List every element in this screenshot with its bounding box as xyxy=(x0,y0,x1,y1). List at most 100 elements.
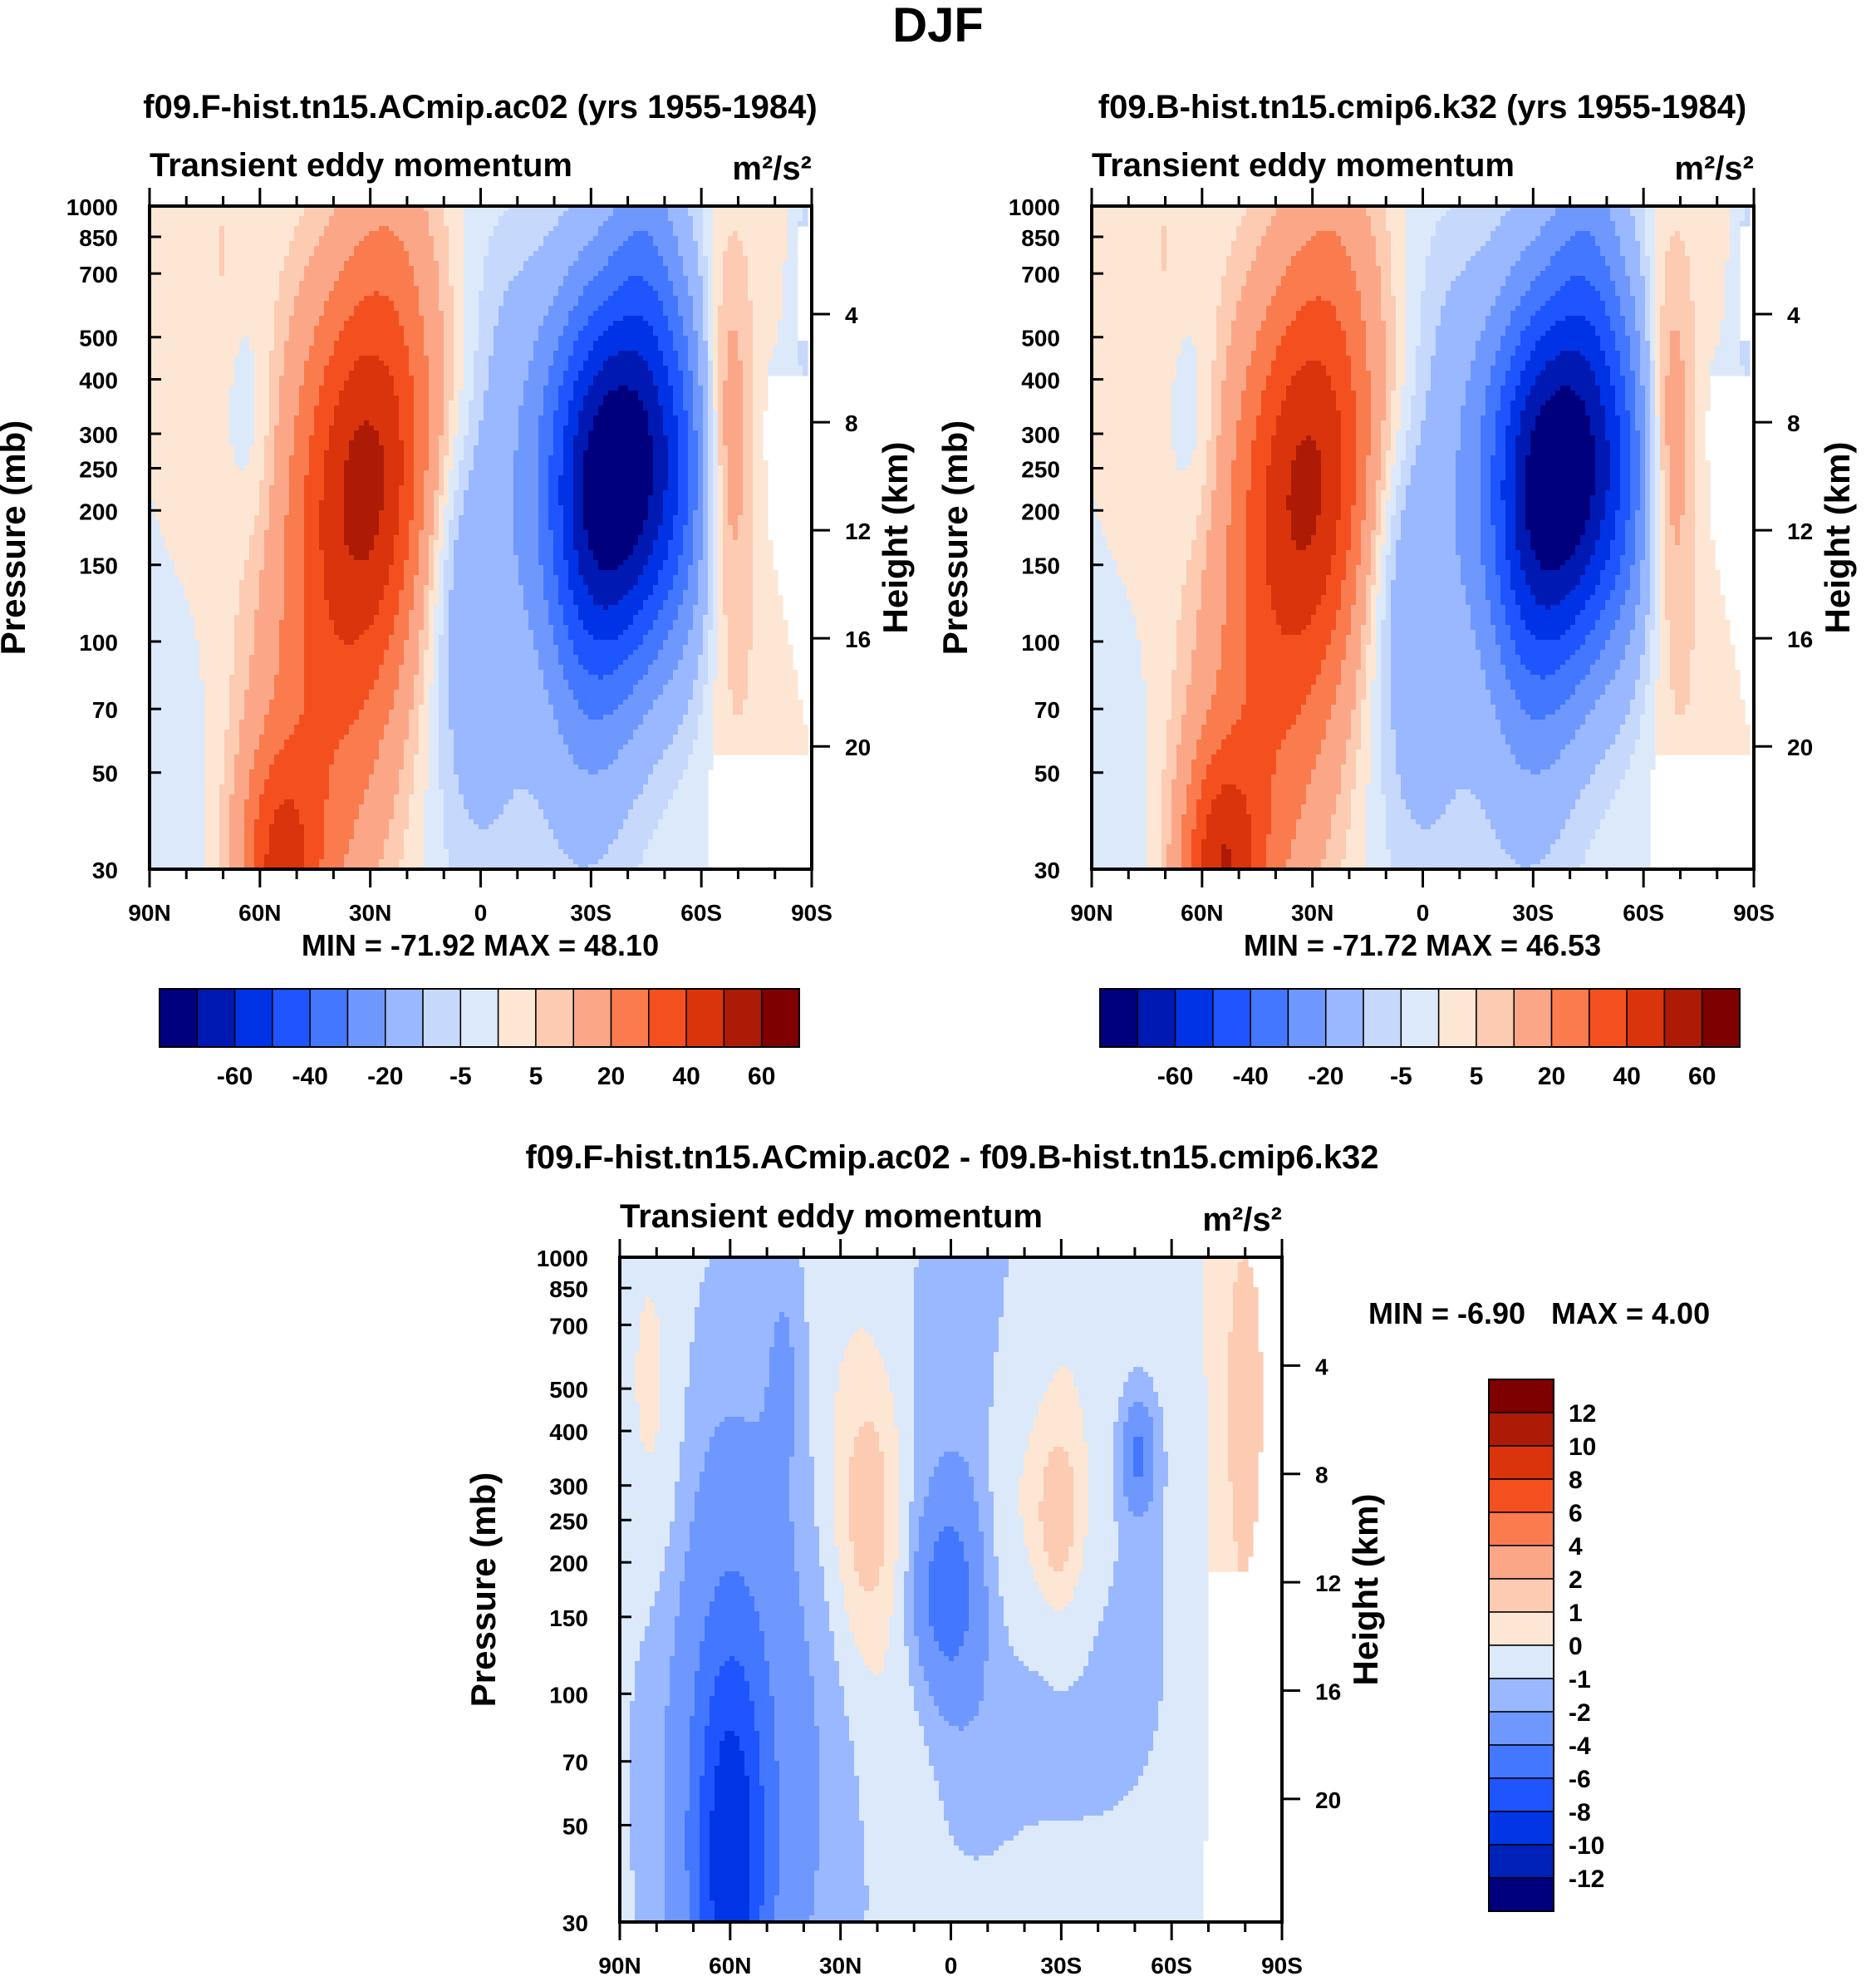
contour-cell xyxy=(1391,256,1407,262)
contour-cell xyxy=(523,590,544,596)
contour-cell xyxy=(1256,256,1292,262)
contour-cell xyxy=(359,710,390,715)
contour-cell xyxy=(344,465,385,471)
contour-cell xyxy=(728,645,754,651)
contour-cell xyxy=(449,700,549,705)
contour-cell xyxy=(513,789,529,795)
contour-cell xyxy=(1281,401,1337,406)
contour-cell xyxy=(1351,256,1377,262)
contour-cell xyxy=(444,415,449,421)
panel-a-pressure-tick-label: 200 xyxy=(79,499,118,524)
contour-cell xyxy=(274,470,290,476)
contour-cell xyxy=(1361,301,1382,307)
contour-cell xyxy=(204,759,225,765)
contour-cell xyxy=(174,560,245,566)
contour-cell xyxy=(399,236,435,242)
contour-cell xyxy=(663,261,684,267)
contour-cell xyxy=(429,784,440,790)
contour-cell xyxy=(718,306,754,312)
contour-cell xyxy=(1416,450,1456,456)
contour-cell xyxy=(464,216,499,222)
contour-cell xyxy=(464,435,479,441)
contour-cell xyxy=(678,475,689,481)
contour-cell xyxy=(1291,261,1352,267)
contour-cell xyxy=(698,470,704,476)
contour-cell xyxy=(553,630,569,636)
contour-cell xyxy=(643,356,664,361)
contour-cell xyxy=(259,490,270,496)
contour-cell xyxy=(404,745,420,750)
contour-cell xyxy=(718,615,729,621)
contour-cell xyxy=(683,774,709,780)
contour-cell xyxy=(713,525,719,531)
contour-cell xyxy=(150,625,195,631)
contour-cell xyxy=(399,665,420,671)
contour-cell xyxy=(583,291,614,297)
contour-cell xyxy=(299,715,360,720)
contour-cell xyxy=(538,660,559,666)
contour-cell xyxy=(1436,336,1481,342)
contour-cell xyxy=(668,630,689,636)
contour-cell xyxy=(244,864,255,869)
contour-cell xyxy=(219,784,235,790)
contour-cell xyxy=(583,470,654,476)
contour-cell xyxy=(384,650,405,656)
contour-cell xyxy=(1640,435,1646,441)
contour-cell xyxy=(583,246,619,252)
contour-cell xyxy=(673,281,689,287)
contour-cell xyxy=(150,844,205,850)
contour-cell xyxy=(274,475,290,481)
contour-cell xyxy=(753,505,769,511)
contour-cell xyxy=(299,401,320,406)
contour-cell xyxy=(1655,341,1661,347)
contour-cell xyxy=(553,425,564,431)
contour-cell xyxy=(708,271,714,277)
contour-cell xyxy=(1685,381,1696,386)
contour-cell xyxy=(568,625,584,631)
contour-cell xyxy=(1406,371,1417,376)
contour-cell xyxy=(269,769,330,775)
contour-cell xyxy=(279,670,305,676)
contour-cell xyxy=(1530,321,1556,327)
contour-cell xyxy=(713,420,719,426)
contour-cell xyxy=(429,550,435,556)
contour-cell xyxy=(723,271,749,277)
contour-cell xyxy=(150,630,195,636)
contour-cell xyxy=(1221,420,1237,426)
contour-cell xyxy=(444,615,449,621)
contour-cell xyxy=(1416,351,1436,356)
contour-cell xyxy=(439,580,444,586)
contour-cell xyxy=(429,705,440,710)
contour-cell xyxy=(613,710,649,715)
contour-cell xyxy=(1206,445,1217,451)
contour-cell xyxy=(454,740,564,745)
contour-cell xyxy=(1421,435,1461,441)
contour-cell xyxy=(688,286,704,292)
contour-cell xyxy=(404,660,420,666)
contour-cell xyxy=(1695,306,1726,312)
contour-cell xyxy=(334,625,370,631)
contour-cell xyxy=(229,804,245,810)
contour-cell xyxy=(299,286,335,292)
contour-cell xyxy=(1092,241,1162,247)
contour-cell xyxy=(778,321,798,327)
contour-cell xyxy=(254,530,265,536)
contour-cell xyxy=(663,645,684,651)
contour-cell xyxy=(324,834,355,840)
contour-cell xyxy=(1520,410,1541,416)
contour-cell xyxy=(573,515,584,521)
contour-cell xyxy=(404,440,415,446)
contour-cell xyxy=(494,341,534,347)
contour-cell xyxy=(803,371,808,376)
contour-cell xyxy=(254,356,270,361)
contour-cell xyxy=(339,336,405,342)
contour-cell xyxy=(304,660,385,666)
contour-cell xyxy=(648,500,664,506)
contour-cell xyxy=(1515,396,1526,401)
contour-cell xyxy=(449,859,574,865)
contour-cell xyxy=(229,725,240,730)
contour-cell xyxy=(1386,336,1397,342)
contour-cell xyxy=(169,550,250,556)
contour-cell xyxy=(444,829,554,835)
contour-cell xyxy=(718,351,729,356)
